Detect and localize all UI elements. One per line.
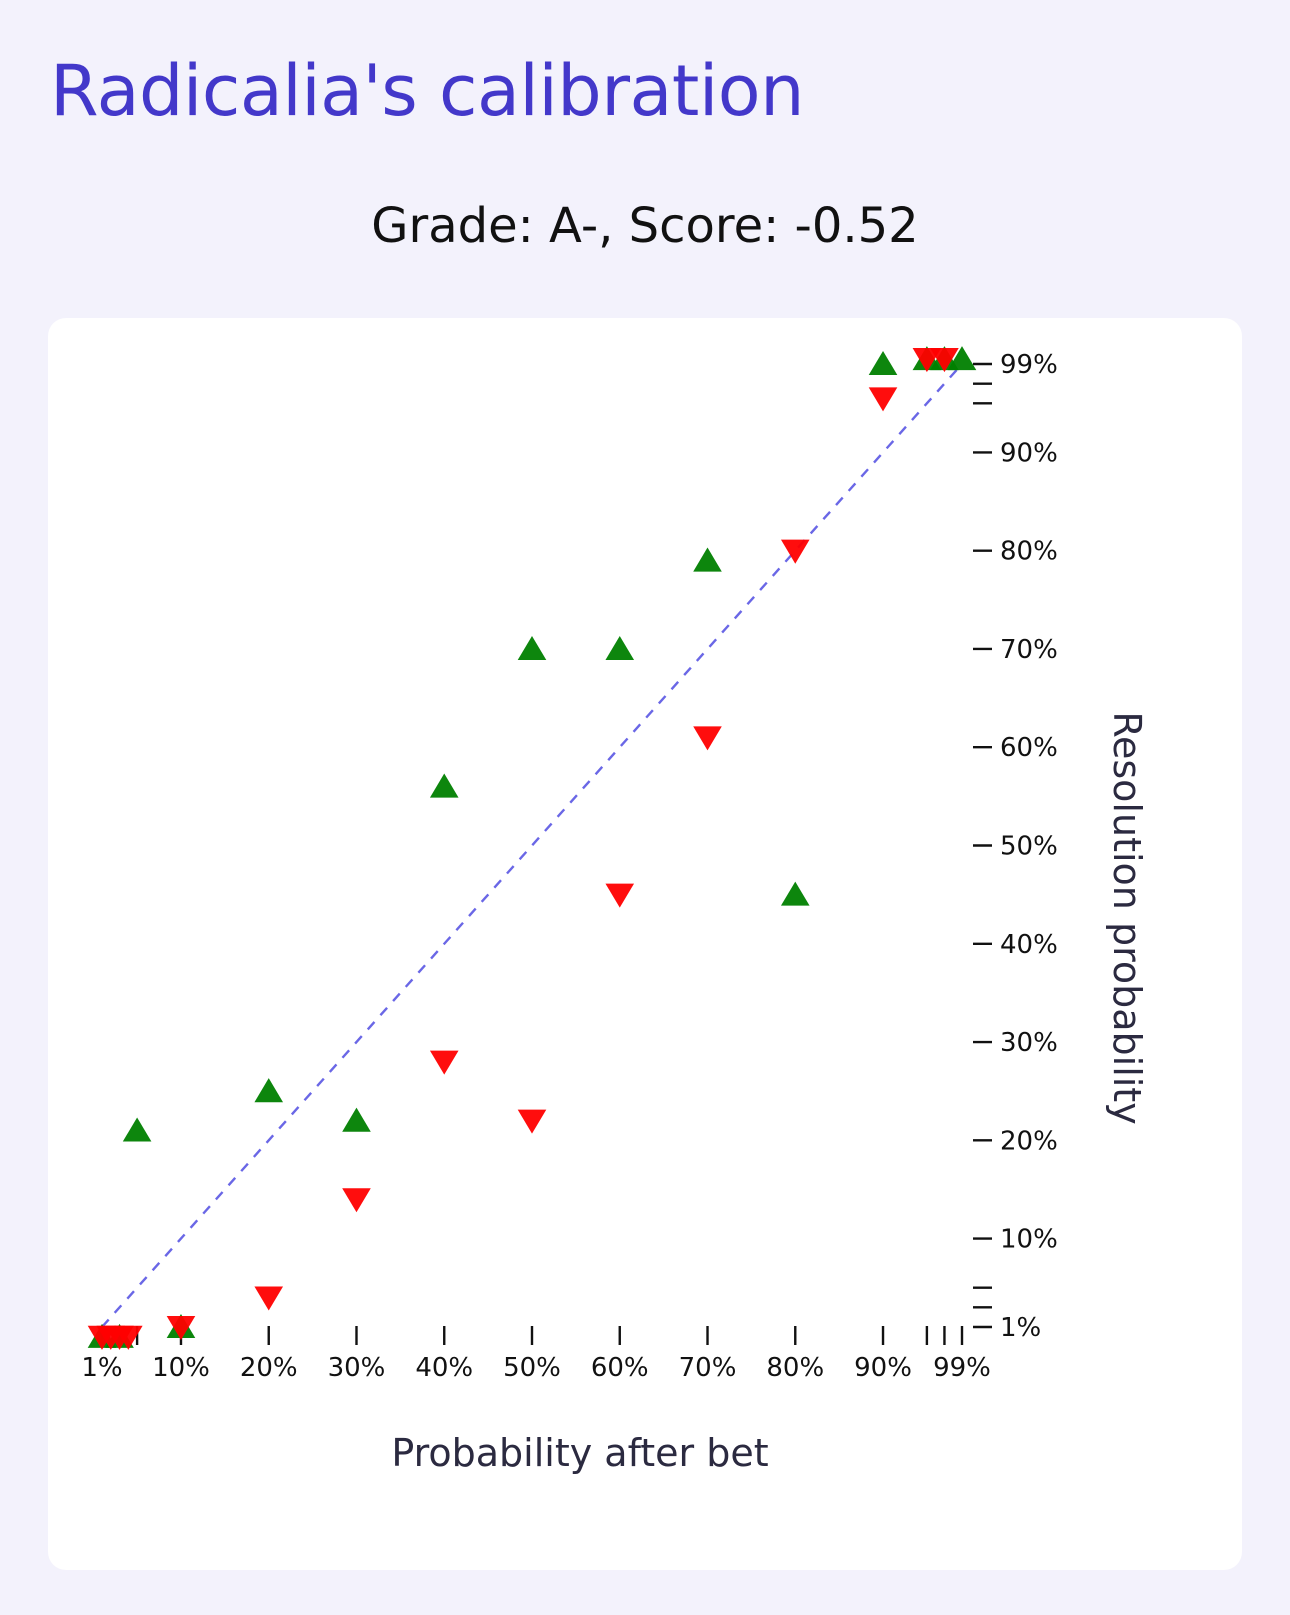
up-marker <box>342 1107 371 1132</box>
down-marker <box>166 1315 196 1340</box>
up-marker <box>122 1117 152 1142</box>
x-axis-title: Probability after bet <box>391 1431 768 1475</box>
down-marker <box>254 1286 284 1311</box>
y-tick-label: 80% <box>1000 537 1058 567</box>
down-marker <box>930 348 959 373</box>
down-marker <box>342 1188 371 1213</box>
x-tick-label: 90% <box>854 1353 912 1383</box>
up-marker <box>429 773 459 798</box>
y-tick-label: 90% <box>1000 438 1058 468</box>
up-marker <box>605 635 635 661</box>
up-marker <box>254 1078 284 1103</box>
y-tick-label: 1% <box>1000 1313 1041 1343</box>
down-marker <box>780 539 810 564</box>
down-marker <box>868 387 898 412</box>
y-tick-label: 60% <box>1000 733 1058 763</box>
x-tick-label: 60% <box>591 1353 649 1383</box>
x-tick-label: 80% <box>766 1353 824 1383</box>
up-marker <box>780 881 810 906</box>
x-tick-label: 40% <box>415 1353 473 1383</box>
y-tick-label: 40% <box>1000 930 1058 960</box>
y-tick-label: 20% <box>1000 1126 1058 1156</box>
calibration-chart: 1% 10% 20% 30% 40% 50% 60% 70% 80% 90% 99% 1% 10% 20… <box>81 346 1149 1475</box>
x-axis: 1% 10% 20% 30% 40% 50% 60% 70% 80% 90% 99% <box>81 1326 991 1383</box>
x-tick-label: 70% <box>679 1353 737 1383</box>
grade-score-text: Grade: A-, Score: -0.52 <box>371 198 919 254</box>
y-tick-label: 10% <box>1000 1225 1058 1255</box>
y-tick-label: 30% <box>1000 1028 1058 1058</box>
x-tick-label: 1% <box>81 1353 122 1383</box>
up-marker <box>868 351 898 376</box>
up-marker <box>517 635 547 661</box>
page-title: Radicalia's calibration <box>50 50 805 132</box>
calibration-diagonal <box>101 363 963 1328</box>
down-marker <box>114 1325 143 1350</box>
down-marker <box>429 1050 459 1075</box>
down-marker <box>517 1109 547 1134</box>
x-tick-label: 20% <box>240 1353 298 1383</box>
y-tick-label: 99% <box>1000 350 1058 380</box>
data-points <box>87 346 977 1350</box>
y-axis: 1% 10% 20% 30% 40% 50% 60% 70% 80% 90% 99% <box>973 350 1058 1343</box>
y-tick-label: 50% <box>1000 832 1058 862</box>
x-tick-label: 99% <box>933 1353 991 1383</box>
x-tick-label: 50% <box>503 1353 561 1383</box>
y-tick-label: 70% <box>1000 635 1058 665</box>
x-tick-label: 30% <box>328 1353 386 1383</box>
down-marker <box>693 726 722 751</box>
up-marker <box>693 547 722 572</box>
down-marker <box>605 883 635 908</box>
x-tick-label: 10% <box>152 1353 210 1383</box>
up-marker <box>947 346 977 371</box>
y-axis-title: Resolution probability <box>1105 711 1149 1124</box>
calibration-chart-card: 1% 10% 20% 30% 40% 50% 60% 70% 80% 90% 99% 1% 10% 20… <box>48 318 1242 1570</box>
diagonal-layer <box>101 363 963 1328</box>
